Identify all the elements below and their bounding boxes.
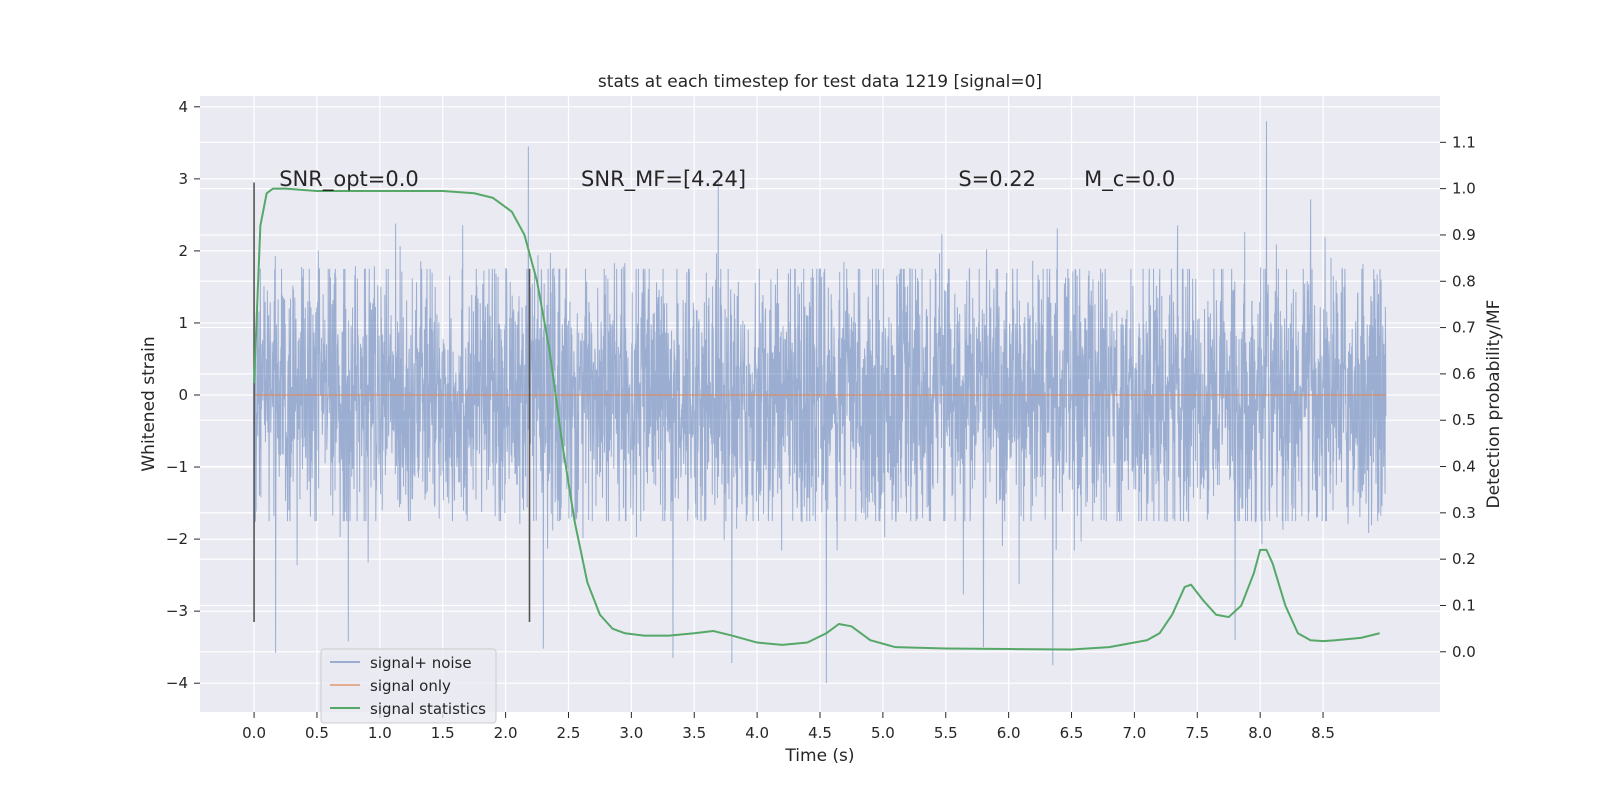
series-signal-noise — [253, 121, 1387, 684]
x-tick-label: 6.0 — [997, 724, 1021, 742]
y2-tick-label: 0.1 — [1452, 596, 1476, 614]
y2-tick-label: 0.5 — [1452, 411, 1476, 429]
legend-label-signal-only: signal only — [370, 677, 451, 695]
legend-box — [320, 648, 497, 724]
x-tick-label: 5.5 — [934, 724, 958, 742]
x-tick-label: 0.0 — [242, 724, 266, 742]
x-tick-label: 1.5 — [431, 724, 455, 742]
y2-axis-label: Detection probability/MF — [1484, 300, 1504, 509]
y2-tick-label: 1.0 — [1452, 180, 1476, 198]
x-tick-label: 2.0 — [494, 724, 518, 742]
y2-tick-label: 0.8 — [1452, 272, 1476, 290]
y-axis-label: Whitened strain — [139, 336, 159, 471]
y-tick-label: −2 — [166, 530, 188, 548]
y-tick-label: 2 — [178, 242, 188, 260]
y2-tick-label: 0.4 — [1452, 458, 1476, 476]
x-tick-label: 3.5 — [682, 724, 706, 742]
x-tick-label: 4.0 — [745, 724, 769, 742]
annotation-0: SNR_opt=0.0 — [279, 167, 419, 192]
y2-tick-label: 0.6 — [1452, 365, 1476, 383]
x-axis-label: Time (s) — [784, 746, 854, 766]
x-tick-label: 8.0 — [1248, 724, 1272, 742]
annotation-2: S=0.22 — [958, 167, 1036, 191]
y2-tick-label: 0.9 — [1452, 226, 1476, 244]
y2-tick-label: 0.7 — [1452, 319, 1476, 337]
y2-tick-label: 0.2 — [1452, 550, 1476, 568]
noise-series — [253, 121, 1387, 684]
annotation-3: M_c=0.0 — [1084, 167, 1175, 192]
x-tick-label: 7.5 — [1185, 724, 1209, 742]
y-tick-label: −1 — [166, 458, 188, 476]
annotations: SNR_opt=0.0 SNR_MF=[4.24] S=0.22 M_c=0.0 — [279, 167, 1175, 192]
x-tick-label: 8.5 — [1311, 724, 1335, 742]
y-tick-label: −3 — [166, 602, 188, 620]
y2-tick-label: 0.3 — [1452, 504, 1476, 522]
series-signal-statistics — [253, 187, 1380, 651]
x-tick-label: 1.0 — [368, 724, 392, 742]
x-tick-label: 6.5 — [1060, 724, 1084, 742]
y-tick-label: 0 — [178, 386, 188, 404]
legend: signal+ noise signal only signal statist… — [320, 648, 497, 724]
legend-label-signal-noise: signal+ noise — [370, 654, 472, 672]
annotation-1: SNR_MF=[4.24] — [581, 167, 746, 192]
legend-label-signal-statistics: signal statistics — [370, 700, 486, 718]
x-tick-label: 3.0 — [619, 724, 643, 742]
y2-tick-label: 0.0 — [1452, 643, 1476, 661]
chart-title: stats at each timestep for test data 121… — [598, 72, 1042, 92]
y-tick-label: 1 — [178, 314, 188, 332]
axes: 0.0 0.5 1.0 1.5 2.0 2.5 3.0 3.5 4.0 4.5 5.0 5.5 6.0 6… — [166, 98, 1476, 742]
line-series — [253, 182, 1386, 651]
y-tick-label: 3 — [178, 170, 188, 188]
y-tick-label: 4 — [178, 98, 188, 116]
x-tick-label: 7.0 — [1122, 724, 1146, 742]
x-tick-label: 5.0 — [871, 724, 895, 742]
y2-tick-label: 1.1 — [1452, 133, 1476, 151]
x-tick-label: 2.5 — [557, 724, 581, 742]
x-tick-label: 0.5 — [305, 724, 329, 742]
y-tick-label: −4 — [166, 674, 188, 692]
x-tick-label: 4.5 — [808, 724, 832, 742]
